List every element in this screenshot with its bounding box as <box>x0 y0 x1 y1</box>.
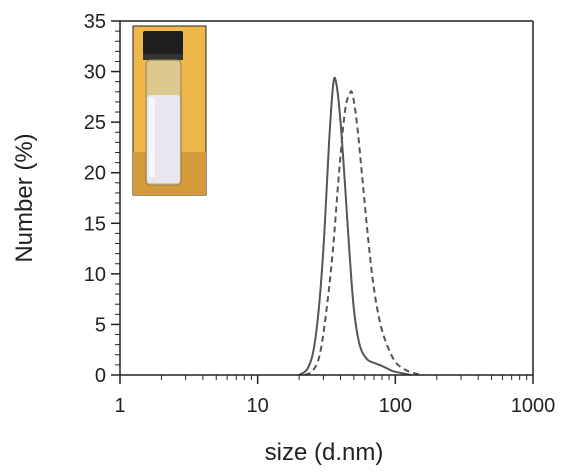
series-layer <box>298 76 424 376</box>
y-tick-label: 0 <box>95 365 106 387</box>
x-tick-label: 10 <box>247 395 269 417</box>
y-tick-label: 15 <box>84 213 106 235</box>
y-tick-label: 30 <box>84 62 106 84</box>
series-line-dashed <box>304 90 424 376</box>
y-tick-label: 25 <box>84 112 106 134</box>
x-tick-label: 1 <box>114 395 125 417</box>
vial-photo-icon <box>132 25 207 196</box>
y-tick-label: 5 <box>95 314 106 336</box>
axes <box>119 20 534 376</box>
y-tick-label: 35 <box>84 11 106 33</box>
x-axis-label: size (d.nm) <box>265 439 384 466</box>
y-axis-label: Number (%) <box>11 133 38 262</box>
series-line-solid <box>298 76 412 376</box>
ticks: 0 5 10 15 20 25 30 35 1 10 100 1000 <box>84 11 556 417</box>
x-tick-label: 1000 <box>511 395 556 417</box>
y-tick-label: 10 <box>84 264 106 286</box>
y-tick-label: 20 <box>84 163 106 185</box>
x-tick-label: 100 <box>379 395 412 417</box>
